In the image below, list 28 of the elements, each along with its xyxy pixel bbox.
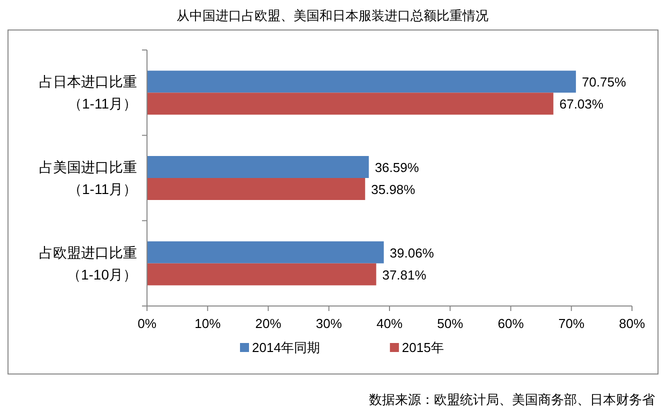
bar bbox=[147, 92, 554, 115]
y-tick-label: 占欧盟进口比重（1-10月） bbox=[39, 244, 137, 282]
data-label: 39.06% bbox=[390, 245, 434, 260]
data-label: 36.59% bbox=[374, 160, 420, 175]
x-tick-label: 30% bbox=[316, 316, 342, 331]
x-tick-label: 40% bbox=[376, 316, 403, 331]
data-label: 35.98% bbox=[371, 182, 416, 197]
source-note: 数据来源：欧盟统计局、美国商务部、日本财务省 bbox=[369, 392, 655, 407]
chart-title: 从中国进口占欧盟、美国和日本服装进口总额比重情况 bbox=[176, 8, 488, 23]
x-tick-label: 70% bbox=[558, 316, 585, 331]
x-tick-label: 10% bbox=[194, 316, 222, 331]
x-tick-label: 80% bbox=[618, 316, 646, 331]
bar bbox=[147, 156, 369, 178]
x-tick-label: 60% bbox=[498, 316, 524, 331]
bar bbox=[147, 263, 376, 286]
x-tick-label: 20% bbox=[255, 316, 282, 331]
bar bbox=[147, 178, 366, 200]
bar bbox=[147, 241, 384, 264]
legend-label: 2015年 bbox=[402, 340, 444, 355]
y-tick-label: 占日本进口比重（1-11月） bbox=[39, 74, 137, 112]
data-label: 37.81% bbox=[382, 267, 427, 282]
y-tick-label: 占美国进口比重（1-11月） bbox=[39, 159, 137, 197]
bar bbox=[147, 70, 576, 93]
x-tick-label: 50% bbox=[437, 316, 464, 331]
x-tick-label: 0% bbox=[138, 316, 157, 331]
data-label: 70.75% bbox=[582, 74, 626, 90]
legend-label: 2014年同期 bbox=[252, 340, 320, 355]
data-label: 67.03% bbox=[559, 96, 604, 112]
